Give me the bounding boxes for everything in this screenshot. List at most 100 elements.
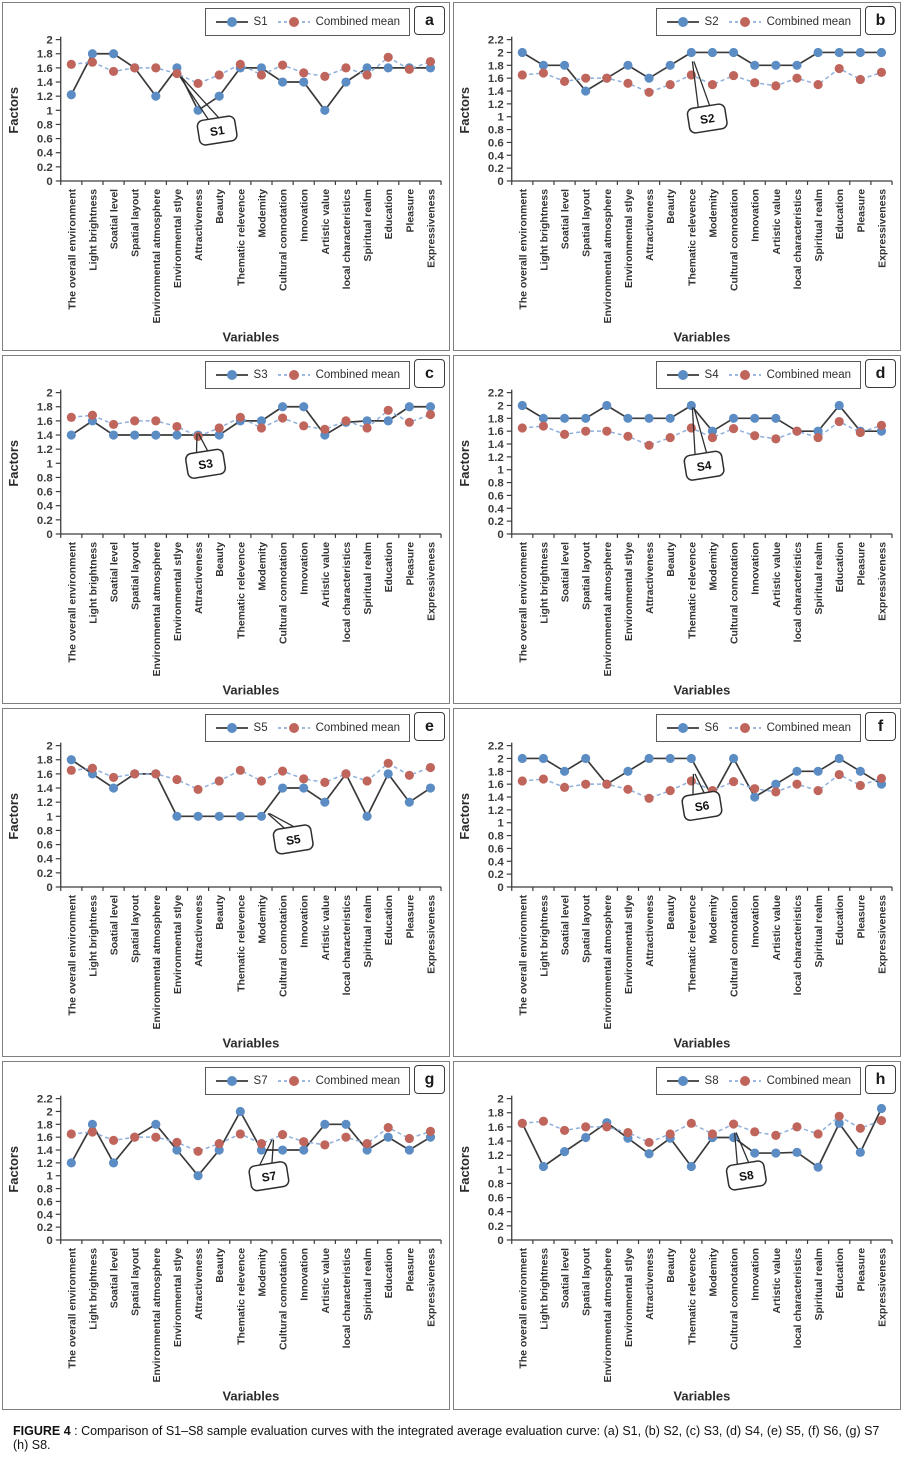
mean-point-marker xyxy=(771,787,781,797)
mean-point-marker xyxy=(172,774,182,785)
y-tick-label: 1 xyxy=(497,1164,504,1176)
y-tick-label: 0.8 xyxy=(488,125,505,137)
data-point-marker xyxy=(855,1147,865,1157)
mean-point-marker xyxy=(299,68,309,78)
legend: S7 Combined mean xyxy=(204,1067,410,1095)
x-category-label: local characteristics xyxy=(793,542,804,643)
mean-point-marker xyxy=(686,423,696,433)
data-point-marker xyxy=(214,91,224,101)
legend: S6 Combined mean xyxy=(655,714,861,742)
x-category-label: Spatial layout xyxy=(131,894,142,962)
x-category-label: Light brightness xyxy=(539,895,550,977)
x-category-label: Spiritual realm xyxy=(814,895,825,968)
y-tick-label: 0 xyxy=(46,882,52,894)
x-category-label: Beauty xyxy=(666,1248,677,1283)
data-point-marker xyxy=(538,413,549,423)
data-point-marker xyxy=(172,430,182,440)
x-category-label: local characteristics xyxy=(793,189,804,290)
x-category-label: Expressiveness xyxy=(877,542,888,621)
legend-mean-label: Combined mean xyxy=(766,16,851,28)
y-tick-label: 0.6 xyxy=(37,1196,53,1208)
chart-grid: S1 Combined mean a 0 0.2 0.4 0.6 0.8 1 1.2 1.4 1… xyxy=(2,2,901,1410)
x-category-label: Expressiveness xyxy=(426,1248,437,1327)
mean-point-marker xyxy=(707,1129,718,1139)
data-point-marker xyxy=(665,753,675,764)
y-tick-label: 1.6 xyxy=(488,1122,504,1134)
x-category-label: Environmental atmosphere xyxy=(152,189,163,324)
mean-point-marker xyxy=(876,1115,887,1126)
y-tick-label: 0.8 xyxy=(488,831,505,843)
mean-point-marker xyxy=(813,80,823,90)
x-category-label: Environmental stlye xyxy=(624,895,635,994)
series-line-swatch-icon xyxy=(666,370,699,380)
mean-point-marker xyxy=(602,426,612,436)
mean-point-marker xyxy=(729,1119,739,1129)
x-category-label: Environmental atmosphere xyxy=(152,542,163,677)
data-point-marker xyxy=(108,1158,119,1168)
y-tick-label: 0 xyxy=(497,882,503,894)
chart-panel-g: S7 Combined mean g 0 0.2 0.4 0.6 0.8 1 1.2 1.4 1… xyxy=(2,1061,450,1410)
y-tick-label: 0.8 xyxy=(488,478,505,490)
data-point-marker xyxy=(341,77,351,87)
x-category-label: Innovation xyxy=(300,189,311,242)
x-category-label: Spiritual realm xyxy=(814,542,825,615)
legend-item-mean: Combined mean xyxy=(277,369,400,381)
combined-mean-series xyxy=(517,416,887,450)
legend-series-label: S7 xyxy=(253,1075,268,1087)
mean-point-marker xyxy=(108,419,119,430)
chart-panel-a: S1 Combined mean a 0 0.2 0.4 0.6 0.8 1 1.2 1.4 1… xyxy=(2,2,450,351)
data-point-marker xyxy=(834,1118,844,1128)
chart-panel-c: S3 Combined mean c 0 0.2 0.4 0.6 0.8 1 1.2 1.4 1… xyxy=(2,355,450,704)
x-category-label: Light brightness xyxy=(539,542,550,624)
legend-mean-label: Combined mean xyxy=(766,1075,851,1087)
y-tick-label: 1.6 xyxy=(37,769,53,781)
y-tick-label: 0.6 xyxy=(37,487,53,499)
S1-series xyxy=(66,49,436,115)
data-point-marker xyxy=(256,1145,267,1155)
figure-caption-text: : Comparison of S1–S8 sample evaluation … xyxy=(13,1424,880,1452)
S4-series xyxy=(517,400,887,436)
x-category-label: local characteristics xyxy=(342,895,353,996)
series-line-swatch-icon xyxy=(666,1076,699,1086)
legend-mean-label: Combined mean xyxy=(315,369,400,381)
x-category-label: The overall environment xyxy=(518,1247,529,1368)
y-tick-label: 1.2 xyxy=(37,91,53,103)
legend-mean-label: Combined mean xyxy=(766,722,851,734)
y-tick-label: 1.8 xyxy=(488,60,505,72)
data-point-marker xyxy=(686,1161,696,1172)
mean-point-marker xyxy=(834,769,844,780)
x-category-label: Environmental atmosphere xyxy=(603,189,614,324)
mean-point-marker xyxy=(87,763,98,773)
mean-point-marker xyxy=(151,63,161,73)
data-point-marker xyxy=(108,49,119,59)
mean-point-marker xyxy=(729,424,739,434)
mean-point-marker xyxy=(256,1139,267,1149)
y-axis-title: Factors xyxy=(6,440,21,487)
x-category-label: Attractiveness xyxy=(645,542,656,614)
mean-point-marker xyxy=(665,1129,675,1139)
x-category-label: Beauty xyxy=(215,1248,226,1283)
data-point-marker xyxy=(66,1158,76,1168)
data-point-marker xyxy=(517,400,527,411)
y-axis: 0 0.2 0.4 0.6 0.8 1 1.2 1.4 1.6 1.8 2 xyxy=(37,388,62,541)
data-point-marker xyxy=(404,402,414,412)
mean-point-marker xyxy=(151,769,161,779)
data-point-marker xyxy=(425,402,436,412)
mean-point-marker xyxy=(855,1123,865,1133)
x-category-label: Soatial level xyxy=(110,1248,121,1308)
mean-point-marker xyxy=(425,1126,436,1136)
series-line xyxy=(521,1108,883,1169)
mean-point-marker xyxy=(792,73,802,83)
legend-series-label: S2 xyxy=(704,16,719,28)
y-tick-label: 1.4 xyxy=(488,792,505,804)
data-point-marker xyxy=(66,430,76,440)
x-category-label: Environmental stlye xyxy=(624,542,635,641)
y-tick-label: 0 xyxy=(497,176,503,188)
x-category-label: Environmental stlye xyxy=(624,189,635,288)
legend-item-series: S1 xyxy=(215,16,268,28)
legend-mean-label: Combined mean xyxy=(315,1075,400,1087)
mean-point-marker xyxy=(362,1139,372,1149)
mean-point-marker xyxy=(404,417,414,427)
x-category-label: Education xyxy=(835,542,846,592)
data-point-marker xyxy=(404,797,414,807)
